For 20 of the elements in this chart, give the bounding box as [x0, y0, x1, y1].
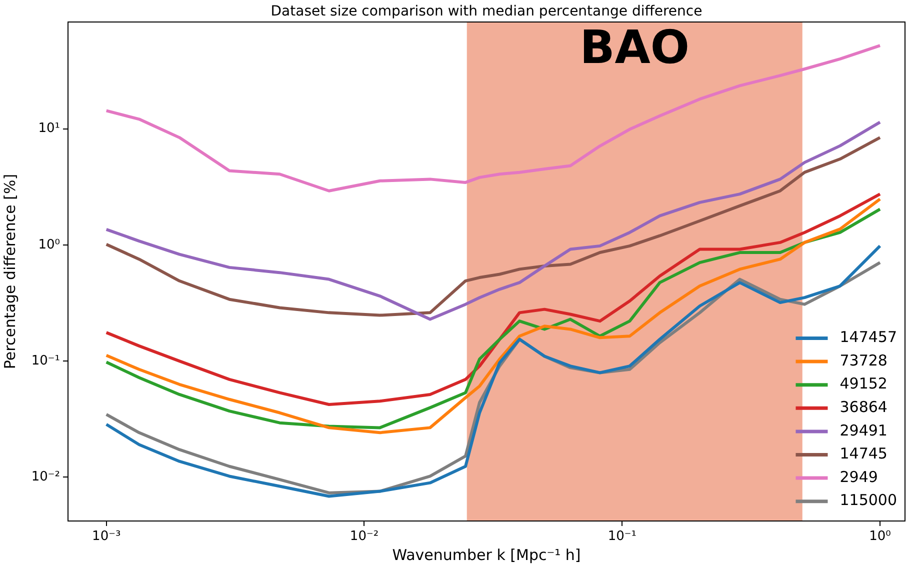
- legend-label: 29491: [840, 421, 888, 440]
- band-label: BAO: [580, 20, 690, 74]
- legend-label: 2949: [840, 468, 878, 486]
- legend-label: 14745: [840, 444, 888, 463]
- y-tick-label: 10⁻¹: [31, 353, 60, 368]
- chart-title: Dataset size comparison with median percentange difference: [270, 4, 702, 20]
- x-axis-title: Wavenumber k [Mpc⁻¹ h]: [392, 546, 581, 564]
- x-tick-label: 10⁻²: [350, 529, 379, 544]
- y-tick-label: 10⁰: [38, 237, 60, 252]
- y-axis-title: Percentage difference [%]: [0, 174, 19, 370]
- x-tick-label: 10⁻¹: [608, 529, 636, 544]
- x-tick-label: 10⁰: [869, 529, 891, 544]
- legend-label: 115000: [840, 491, 898, 510]
- legend-label: 49152: [840, 374, 888, 393]
- x-tick-label: 10⁻³: [92, 529, 121, 544]
- y-tick-label: 10⁻²: [31, 470, 60, 485]
- legend-label: 73728: [840, 351, 888, 370]
- legend-label: 36864: [840, 398, 888, 416]
- legend-label: 147457: [840, 328, 898, 346]
- y-tick-label: 10¹: [38, 121, 60, 136]
